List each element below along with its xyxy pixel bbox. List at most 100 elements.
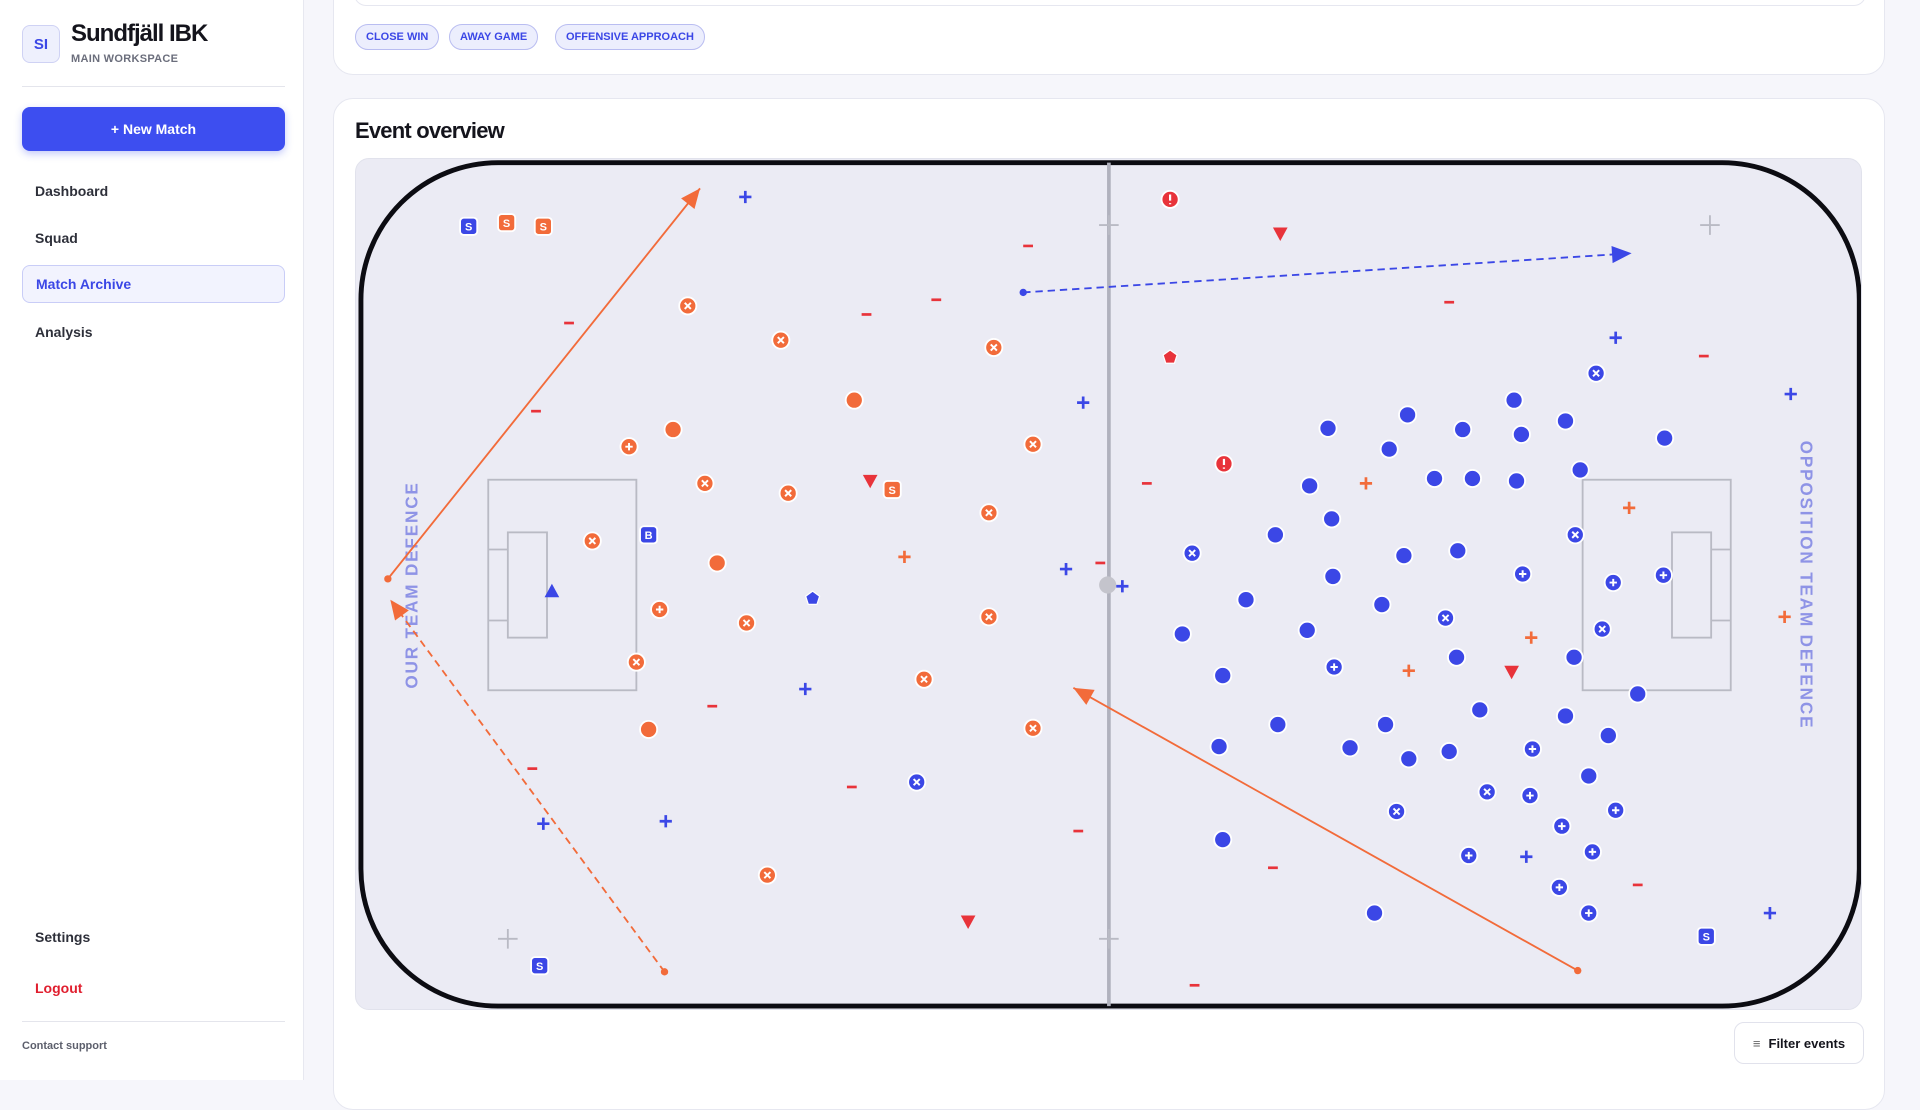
event-dot — [1448, 541, 1468, 561]
event-dot — [844, 390, 864, 410]
event-badge — [459, 216, 479, 236]
event-x — [1571, 531, 1580, 539]
event-dot — [1504, 390, 1524, 410]
event-dot — [1394, 546, 1414, 566]
event-plus — [1659, 571, 1668, 579]
event-dot — [1268, 715, 1288, 735]
event-x — [1392, 807, 1401, 816]
contact-support[interactable]: Contact support — [22, 1040, 107, 1052]
event-x — [1029, 440, 1037, 448]
event-plus — [1402, 664, 1415, 677]
badge-label: S — [889, 485, 896, 497]
event-dot — [1453, 420, 1473, 440]
event-dot — [1209, 737, 1229, 757]
zone-label: OUR TEAM DEFENCE — [401, 481, 421, 688]
event-badge — [497, 213, 517, 233]
arrow-head — [390, 599, 409, 621]
event-x — [920, 675, 928, 684]
workspace: MAIN WORKSPACE — [71, 53, 179, 65]
event-x — [763, 871, 772, 879]
event-x — [684, 302, 692, 310]
logo: SI — [22, 25, 60, 63]
event-dot — [1376, 715, 1396, 735]
event-plus — [1330, 663, 1338, 671]
event-dot — [1323, 566, 1343, 586]
tag[interactable]: OFFENSIVE APPROACH — [555, 24, 705, 50]
event-dot — [1470, 700, 1490, 720]
event-dot — [1265, 525, 1285, 545]
event-dot — [1507, 471, 1527, 491]
event-dot — [1213, 666, 1233, 686]
arrow-line — [389, 599, 666, 973]
faceoff-cross — [1700, 215, 1720, 235]
event-dot — [1297, 620, 1317, 640]
tag[interactable]: AWAY GAME — [449, 24, 539, 50]
event-dot — [1172, 624, 1192, 644]
sidebar: SI Sundfjäll IBK MAIN WORKSPACE + New Ma… — [0, 0, 304, 1080]
event-arrow — [389, 599, 669, 976]
event-dot — [1511, 424, 1531, 444]
event-dot — [1365, 903, 1385, 923]
settings[interactable]: Settings — [35, 929, 91, 945]
event-plus — [1585, 909, 1593, 917]
event-plus — [1763, 906, 1777, 920]
nav-item[interactable]: Analysis — [35, 324, 93, 340]
arrow-start — [1574, 966, 1582, 975]
event-badge — [1696, 926, 1716, 946]
badge-label: S — [536, 961, 543, 973]
rink: OUR TEAM DEFENCE OPPOSITION TEAM DEFENCE… — [358, 160, 1861, 1009]
team-name: Sundfjäll IBK — [71, 20, 208, 47]
event-plus — [1059, 562, 1073, 576]
event-x — [701, 479, 709, 488]
event-dot — [1564, 647, 1584, 667]
event-arrow — [384, 187, 701, 583]
nav-item[interactable]: Match Archive — [22, 265, 285, 303]
event-dot — [1628, 684, 1648, 704]
arrow-head — [1073, 687, 1095, 705]
zone-label: OPPOSITION TEAM DEFENCE — [1797, 441, 1817, 730]
event-x — [742, 619, 751, 627]
event-badge — [639, 525, 659, 545]
nav-item[interactable]: Dashboard — [35, 183, 109, 199]
event-x — [912, 778, 921, 786]
event-plus — [1518, 570, 1527, 578]
event-plus — [1555, 883, 1564, 892]
goal-areas — [487, 478, 1732, 692]
event-plus — [1528, 745, 1537, 753]
arrow-line — [387, 187, 701, 580]
event-dot — [1322, 509, 1342, 529]
event-x — [985, 509, 993, 517]
event-arrow — [1072, 687, 1582, 975]
event-triangle — [960, 915, 976, 929]
event-plus — [739, 190, 752, 204]
event-dot — [1300, 476, 1320, 496]
new-match-button[interactable]: + New Match — [22, 107, 285, 151]
event-dot — [1379, 439, 1399, 459]
event-dot — [1556, 411, 1575, 431]
event-plus — [1623, 501, 1636, 514]
event-dot — [1213, 830, 1233, 850]
event-plus — [659, 815, 672, 828]
filter-button[interactable]: ≡ Filter events — [1734, 1022, 1864, 1064]
nav-item[interactable]: Squad — [35, 230, 78, 246]
event-dot — [1655, 428, 1675, 448]
event-dot — [663, 420, 683, 440]
event-plus — [1558, 822, 1566, 830]
event-x — [1188, 549, 1196, 557]
event-x — [1483, 788, 1491, 796]
arrow-start — [660, 968, 669, 976]
event-plus — [625, 443, 633, 451]
event-dot — [1318, 418, 1338, 438]
divider — [22, 86, 285, 87]
section-title: Event overview — [355, 118, 505, 143]
event-badge — [882, 480, 902, 500]
event-x — [632, 658, 641, 666]
event-badge — [530, 956, 550, 976]
event-plus — [1359, 477, 1373, 490]
rink-panel: OUR TEAM DEFENCE OPPOSITION TEAM DEFENCE… — [355, 158, 1862, 1010]
tag[interactable]: CLOSE WIN — [355, 24, 440, 50]
logout[interactable]: Logout — [35, 980, 83, 996]
event-pentagon — [1162, 349, 1178, 364]
faceoff-cross — [1099, 928, 1119, 949]
